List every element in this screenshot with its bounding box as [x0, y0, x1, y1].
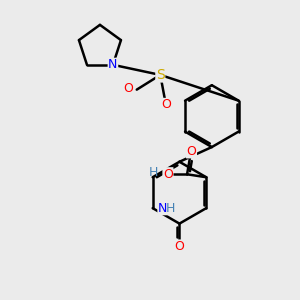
Text: O: O [161, 98, 171, 111]
Text: O: O [187, 145, 196, 158]
Text: H: H [166, 202, 175, 215]
Text: O: O [163, 168, 173, 181]
Text: S: S [156, 68, 165, 82]
Text: N: N [158, 202, 167, 215]
Text: O: O [124, 82, 134, 95]
Text: O: O [175, 240, 184, 253]
Text: H: H [149, 166, 158, 179]
Text: N: N [108, 58, 118, 71]
